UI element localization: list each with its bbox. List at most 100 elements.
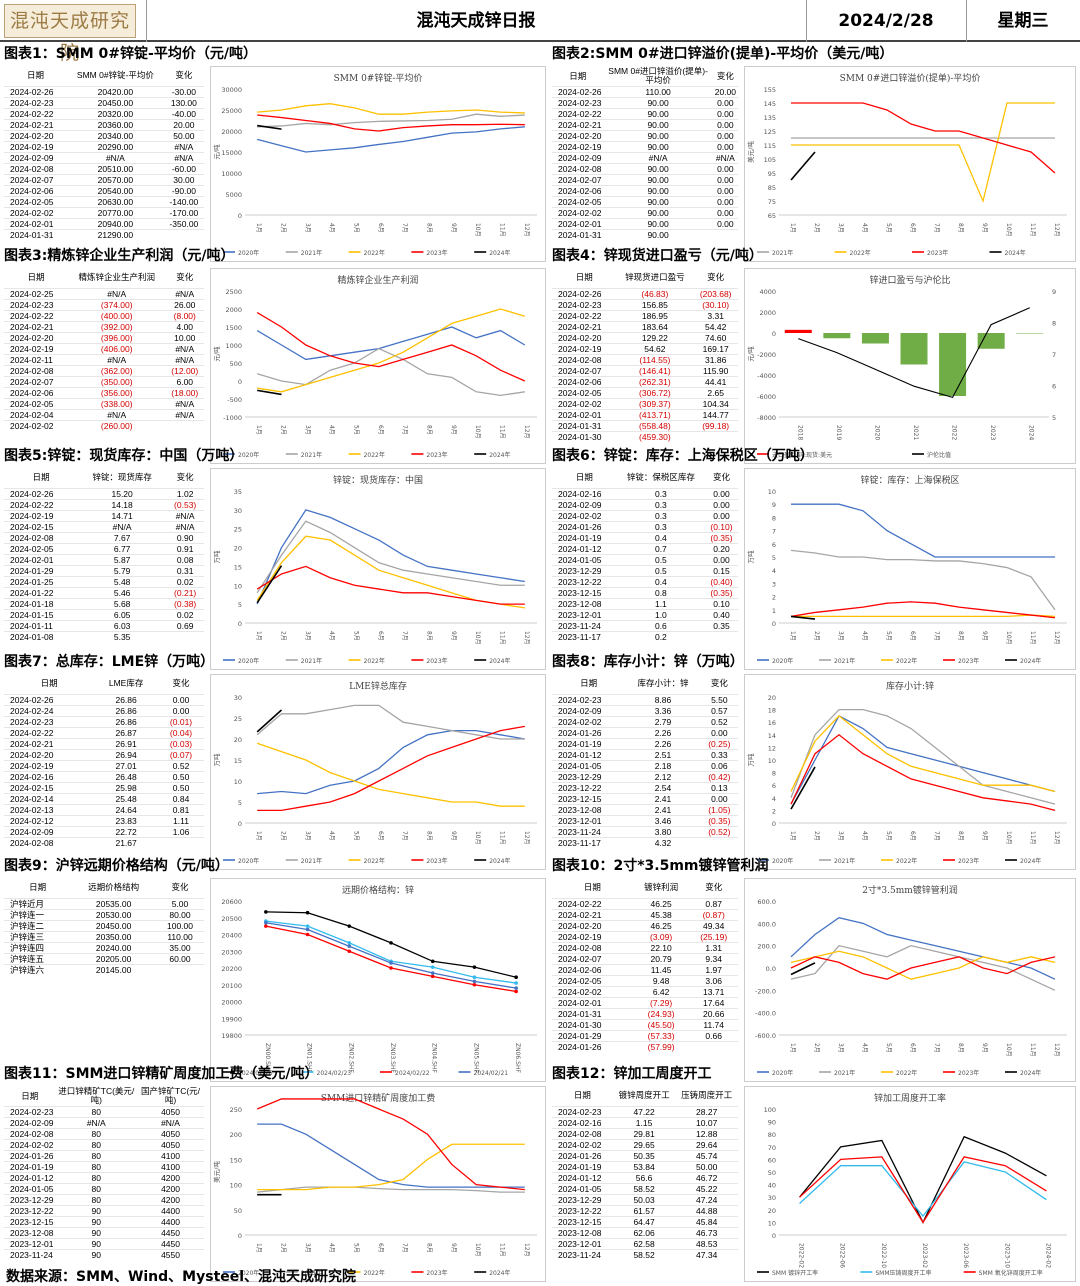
table-row: 2024-02-19 27.01 0.52 xyxy=(4,759,204,771)
y-tick-label: 0 xyxy=(772,620,776,628)
table-row: 2024-01-05 80 4200 xyxy=(4,1183,204,1195)
table-row: 2024-02-23 20450.00 130.00 xyxy=(4,96,204,108)
table-cell: (46.83) xyxy=(616,287,694,299)
table-cell: 62.06 xyxy=(612,1226,676,1238)
table-cell: (12.00) xyxy=(165,364,204,376)
table-cell: 50.03 xyxy=(612,1193,676,1205)
table-row: 2024-02-05 90.00 0.00 xyxy=(552,196,738,208)
x-tick-label: 3月 xyxy=(837,223,844,233)
table-cell: 2023-12-15 xyxy=(552,792,626,804)
chart-title: 精炼锌企业生产利润 xyxy=(337,274,418,286)
table-row: 2024-02-22 20320.00 -40.00 xyxy=(4,107,204,119)
y-tick-label: 3 xyxy=(772,580,776,588)
table-header: 镀锌周度开工 xyxy=(618,1090,670,1101)
legend-item: 2022年 xyxy=(364,857,385,865)
table-cell: 2024-02-23 xyxy=(552,693,626,705)
table-row: 2024-02-06 (262.31) 44.41 xyxy=(552,375,738,387)
table-cell: 2.41 xyxy=(625,792,701,804)
table-cell: 2024-02-09 xyxy=(552,498,617,510)
table-cell: 2024-01-25 xyxy=(4,575,78,587)
table-cell: 2024-02-22 xyxy=(552,897,633,909)
table-cell: (306.72) xyxy=(616,386,694,398)
table-cell: 27.01 xyxy=(94,759,159,771)
y-tick-label: 15 xyxy=(234,757,242,765)
table-cell: 0.00 xyxy=(712,141,738,153)
point xyxy=(514,975,518,980)
table-cell: #N/A xyxy=(55,1117,138,1129)
table-cell: 2024-02-21 xyxy=(552,320,617,332)
table-header: 变化 xyxy=(176,272,194,283)
y-tick-label: 80 xyxy=(768,1131,776,1139)
table-cell: -40.00 xyxy=(163,107,204,119)
y-tick-label: 10 xyxy=(234,778,242,786)
legend-item: 2024年 xyxy=(489,451,510,459)
table-header: 变化 xyxy=(171,882,189,893)
table-cell: 2024-02-02 xyxy=(4,1139,56,1151)
table-cell: 20290.00 xyxy=(67,140,164,152)
table-cell: (0.04) xyxy=(158,726,204,738)
x-tick-label: 1月 xyxy=(789,631,796,641)
series-line xyxy=(256,709,283,733)
table-header: 变化 xyxy=(712,472,730,483)
series-line xyxy=(790,766,816,810)
data-source: 数据来源：SMM、Wind、Mysteel、混沌天成研究院 xyxy=(6,1269,357,1285)
legend-item: 2022年 xyxy=(364,451,385,459)
table-cell: 5.35 xyxy=(77,630,167,642)
table-cell: (0.01) xyxy=(158,715,204,727)
series-line xyxy=(257,308,526,393)
table-row: 2023-11-24 58.52 47.34 xyxy=(552,1248,738,1260)
table-cell: 2024-02-08 xyxy=(4,1128,56,1140)
table-cell: 14.18 xyxy=(77,498,167,510)
point xyxy=(305,910,310,915)
x-tick-label: 1月 xyxy=(789,831,796,841)
table-header: 日期 xyxy=(29,882,47,893)
table-cell: 45.38 xyxy=(632,908,690,920)
table-cell: 4450 xyxy=(137,1238,204,1250)
x-tick-label: 11月 xyxy=(499,223,506,237)
table-cell: 20540.00 xyxy=(67,184,164,196)
legend-item: 2022年 xyxy=(364,1269,385,1277)
table-cell: (0.40) xyxy=(704,575,738,587)
table-cell: 90 xyxy=(55,1205,138,1217)
y2-tick-label: 6 xyxy=(1052,383,1056,391)
table-row: 沪锌连五 20205.00 60.00 xyxy=(4,952,204,964)
table-cell: (99.18) xyxy=(693,419,738,431)
table-cell: 0.02 xyxy=(166,575,204,587)
table-cell: 2024-02-22 xyxy=(552,309,617,321)
table-cell: 0.02 xyxy=(166,608,204,620)
table-cell: 2023-12-29 xyxy=(552,1193,613,1205)
bar xyxy=(823,333,851,339)
table-cell: 2024-02-08 xyxy=(552,353,617,365)
x-tick-label: 6月 xyxy=(377,831,384,841)
table-cell: 沪锌连三 xyxy=(4,930,72,942)
y-tick-label: 0 xyxy=(238,378,242,386)
table-row: 2024-02-08 (114.55) 31.86 xyxy=(552,353,738,365)
table-row: 2024-02-21 26.91 (0.03) xyxy=(4,737,204,749)
x-tick-label: 6月 xyxy=(377,1243,384,1253)
table-cell: 25.48 xyxy=(94,792,159,804)
table-row: 2024-02-23 8.86 5.50 xyxy=(552,693,738,705)
y-tick-label: 8 xyxy=(772,770,776,778)
chart: SMM 0#进口锌溢价(提单)-平均价 155 145 135 125 115 105 95 8… xyxy=(744,66,1076,262)
y-tick-label: 20100 xyxy=(221,982,242,990)
point xyxy=(389,941,393,945)
table-cell: #N/A xyxy=(712,152,738,164)
table-cell: 0.00 xyxy=(712,108,738,120)
table-header: 变化 xyxy=(176,472,194,483)
chart: 远期价格结构：锌 20600 20500 20400 20300 20200 20100 20… xyxy=(210,878,546,1082)
point xyxy=(430,959,435,964)
table-cell: 21.67 xyxy=(94,836,159,848)
table-row: 2024-02-08 20510.00 -60.00 xyxy=(4,162,204,174)
table-cell: 2.26 xyxy=(625,737,701,749)
legend-item: 2022年 xyxy=(364,249,385,257)
table-row: 2024-02-19 54.62 169.17 xyxy=(552,342,738,354)
table-cell: 2024-02-20 xyxy=(552,130,604,142)
table-cell: 110.00 xyxy=(156,930,204,942)
table-row: 2023-12-29 50.03 47.24 xyxy=(552,1193,738,1205)
point xyxy=(430,965,435,969)
table-cell: 2024-02-23 xyxy=(552,1105,613,1117)
x-tick-label: 9月 xyxy=(981,831,988,841)
y-tick-label: 0 xyxy=(238,212,242,220)
table-row: 2023-12-22 61.57 44.88 xyxy=(552,1204,738,1216)
table-cell: 2024-02-08 xyxy=(4,531,78,543)
